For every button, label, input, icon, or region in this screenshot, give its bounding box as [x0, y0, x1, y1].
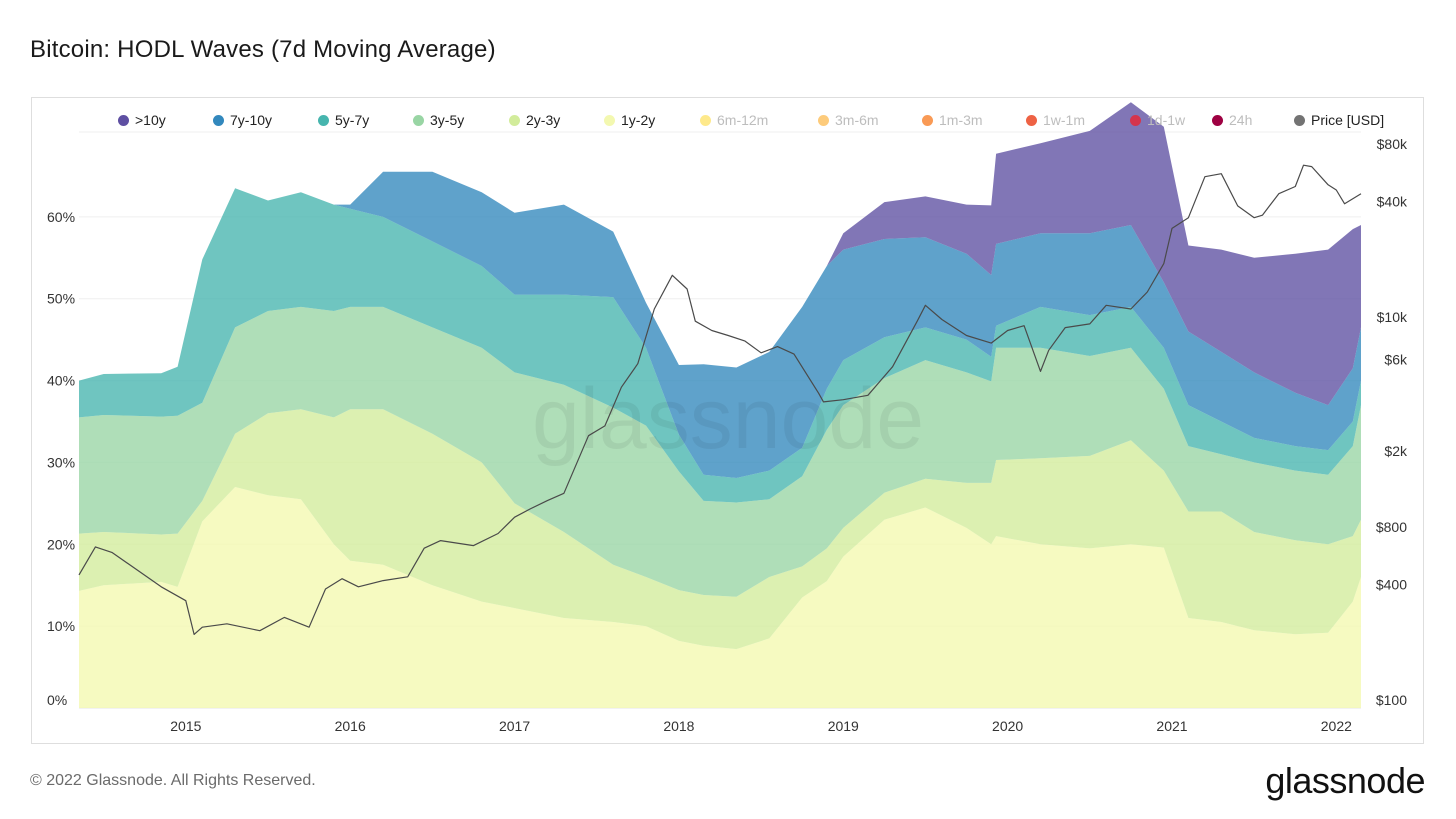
legend-item-1y-2y[interactable]: 1y-2y [604, 112, 700, 128]
x-tick-label: 2019 [828, 718, 859, 734]
legend-label: 6m-12m [717, 112, 769, 128]
legend-swatch [413, 114, 424, 126]
legend-label: Price [USD] [1311, 112, 1385, 128]
legend-swatch [118, 114, 129, 126]
legend-item-7y-10y[interactable]: 7y-10y [213, 112, 318, 128]
y-right-tick-label: $80k [1377, 136, 1408, 152]
y-right-tick-label: $400 [1376, 577, 1407, 593]
x-tick-label: 2021 [1156, 718, 1187, 734]
legend-item-2y-3y[interactable]: 2y-3y [509, 112, 604, 128]
y-right-tick-label: $40k [1377, 194, 1408, 210]
copyright-footer: © 2022 Glassnode. All Rights Reserved. [30, 772, 316, 789]
legend-label: 1w-1m [1043, 112, 1086, 128]
price-line[interactable] [78, 164, 1362, 635]
legend-swatch [604, 114, 615, 126]
x-tick-label: 2022 [1321, 718, 1352, 734]
legend-swatch [922, 114, 933, 126]
legend-swatch [509, 114, 520, 126]
legend-swatch [818, 114, 829, 126]
legend-swatch [1130, 114, 1141, 126]
legend-label: 24h [1229, 112, 1253, 128]
legend-label: 5y-7y [335, 112, 370, 128]
x-tick-label: 2015 [170, 718, 201, 734]
legend-item-24h[interactable]: 24h [1212, 112, 1294, 128]
x-tick-label: 2020 [992, 718, 1023, 734]
chart-frame [31, 97, 1424, 744]
y-right-tick-label: $800 [1376, 519, 1407, 535]
legend-item-10y[interactable]: >10y [118, 112, 213, 128]
legend-swatch [213, 114, 224, 126]
legend-swatch [1026, 114, 1037, 126]
legend-item-1d-1w[interactable]: 1d-1w [1130, 112, 1212, 128]
y-left-tick-label: 0% [47, 692, 67, 708]
legend-label: 2y-3y [526, 112, 561, 128]
x-tick-label: 2017 [499, 718, 530, 734]
area-band-3y-5y[interactable] [79, 306, 1361, 597]
legend-label: >10y [135, 112, 166, 128]
legend-item-price-usd[interactable]: Price [USD] [1294, 112, 1394, 128]
legend-swatch [700, 114, 711, 126]
y-right-tick-label: $2k [1384, 443, 1408, 459]
y-left-tick-label: 10% [47, 618, 75, 634]
area-band-10y[interactable] [79, 102, 1361, 406]
legend-label: 3m-6m [835, 112, 879, 128]
y-left-tick-label: 40% [47, 373, 75, 389]
glassnode-logo: glassnode [1265, 760, 1425, 801]
area-band-1y-2y[interactable] [79, 487, 1361, 708]
y-left-tick-label: 50% [47, 291, 75, 307]
legend-item-3m-6m[interactable]: 3m-6m [818, 112, 922, 128]
legend-label: 3y-5y [430, 112, 465, 128]
legend-label: 7y-10y [230, 112, 273, 128]
legend-swatch [318, 114, 329, 126]
chart-legend: >10y 7y-10y 5y-7y 3y-5y 2y-3y 1y-2y 6m-12m 3m-6… [118, 110, 1394, 130]
legend-swatch [1294, 114, 1305, 126]
y-left-tick-label: 30% [47, 454, 75, 470]
legend-item-3y-5y[interactable]: 3y-5y [413, 112, 509, 128]
area-band-7y-10y[interactable] [79, 171, 1361, 479]
chart-title: Bitcoin: HODL Waves (7d Moving Average) [30, 36, 496, 63]
y-right-tick-label: $10k [1377, 309, 1408, 325]
legend-item-5y-7y[interactable]: 5y-7y [318, 112, 413, 128]
legend-item-1w-1m[interactable]: 1w-1m [1026, 112, 1130, 128]
legend-swatch [1212, 114, 1223, 126]
legend-label: 1m-3m [939, 112, 983, 128]
legend-label: 1y-2y [621, 112, 656, 128]
y-right-tick-label: $6k [1384, 351, 1408, 367]
legend-item-6m-12m[interactable]: 6m-12m [700, 112, 818, 128]
x-tick-label: 2018 [663, 718, 694, 734]
area-band-5y-7y[interactable] [79, 188, 1361, 503]
area-band-2y-3y[interactable] [79, 409, 1361, 650]
watermark: glassnode [532, 371, 924, 467]
y-left-tick-label: 20% [47, 536, 75, 552]
y-left-tick-label: 60% [47, 209, 75, 225]
legend-item-1m-3m[interactable]: 1m-3m [922, 112, 1026, 128]
x-tick-label: 2016 [335, 718, 366, 734]
y-right-tick-label: $100 [1376, 692, 1407, 708]
legend-label: 1d-1w [1147, 112, 1186, 128]
